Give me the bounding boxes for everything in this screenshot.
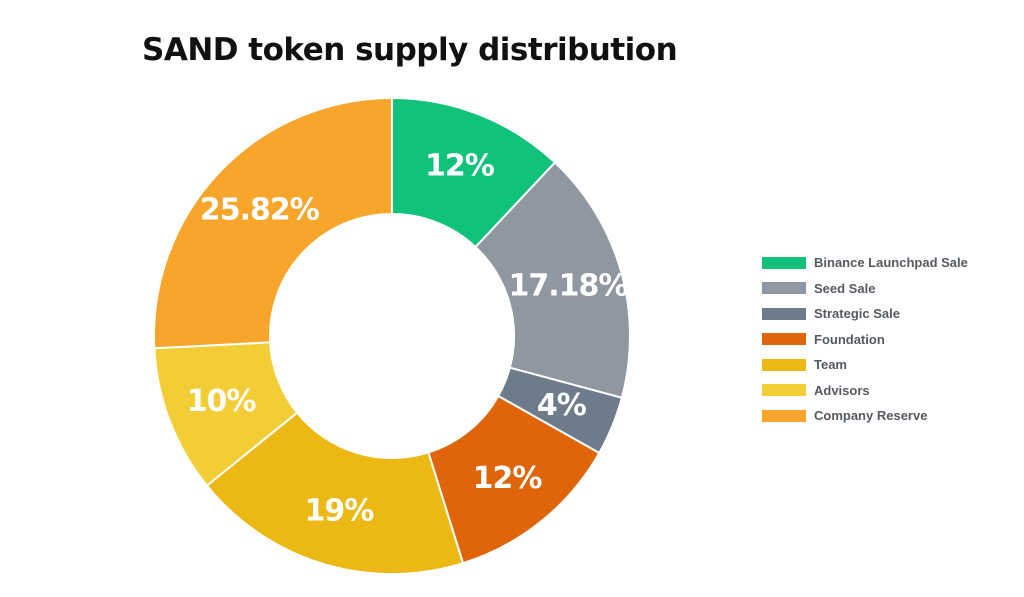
legend-label: Binance Launchpad Sale bbox=[814, 255, 968, 271]
slice-team bbox=[205, 411, 465, 575]
legend-swatch bbox=[762, 384, 806, 397]
slice-label-company-reserve: 25.82% bbox=[200, 192, 320, 227]
legend-label: Team bbox=[814, 357, 847, 373]
slice-label-binance-launchpad-sale: 12% bbox=[425, 148, 495, 183]
legend-item-company-reserve: Company Reserve bbox=[762, 403, 968, 429]
legend-swatch bbox=[762, 358, 806, 371]
slice-label-team: 19% bbox=[305, 494, 375, 529]
slice-company-reserve bbox=[153, 96, 393, 350]
chart-title: SAND token supply distribution bbox=[142, 32, 678, 68]
legend: Binance Launchpad Sale Seed Sale Strategic… bbox=[762, 250, 968, 429]
legend-item-foundation: Foundation bbox=[762, 327, 968, 353]
legend-item-seed-sale: Seed Sale bbox=[762, 276, 968, 302]
legend-label: Seed Sale bbox=[814, 280, 876, 296]
legend-item-team: Team bbox=[762, 352, 968, 378]
legend-label: Company Reserve bbox=[814, 408, 928, 424]
slice-label-seed-sale: 17.18% bbox=[509, 268, 629, 303]
slice-seed-sale bbox=[474, 161, 631, 400]
slice-label-advisors: 10% bbox=[187, 384, 257, 419]
legend-item-strategic-sale: Strategic Sale bbox=[762, 301, 968, 327]
legend-swatch bbox=[762, 307, 806, 320]
legend-item-advisors: Advisors bbox=[762, 378, 968, 404]
slice-label-foundation: 12% bbox=[473, 461, 543, 496]
legend-label: Foundation bbox=[814, 331, 885, 347]
legend-label: Advisors bbox=[814, 382, 870, 398]
legend-swatch bbox=[762, 333, 806, 346]
legend-label: Strategic Sale bbox=[814, 306, 900, 322]
legend-swatch bbox=[762, 409, 806, 422]
legend-swatch bbox=[762, 282, 806, 295]
legend-item-binance-launchpad-sale: Binance Launchpad Sale bbox=[762, 250, 968, 276]
legend-swatch bbox=[762, 256, 806, 269]
slice-label-strategic-sale: 4% bbox=[537, 388, 587, 423]
